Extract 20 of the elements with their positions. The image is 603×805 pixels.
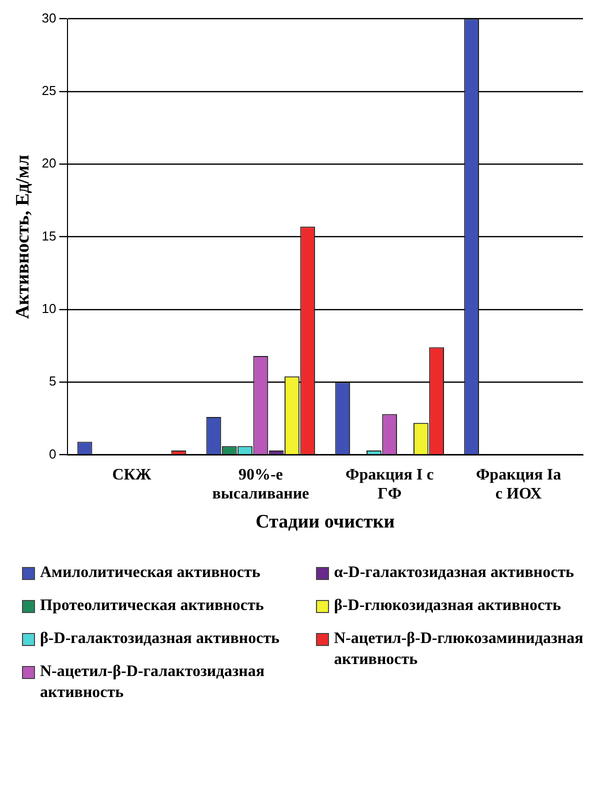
y-axis-title: Активность, Ед/мл [12,154,34,319]
x-tick-label: Фракция Ia с ИОХ [476,466,562,503]
y-tick-label: 20 [42,156,56,171]
x-tick-label: СКЖ [112,466,152,484]
legend-label: β-D-глюкозидазная активность [334,596,561,616]
y-tick-label: 25 [42,83,56,98]
legend-label: β-D-галактозидазная активность [40,629,280,649]
x-axis-title: Стадии очистки [256,512,395,533]
legend-label: Протеолитическая активность [40,596,264,616]
y-tick-label: 10 [42,301,56,316]
legend-label: N-ацетил-β-D-галактозидазная активность [40,662,266,703]
legend-label: Амилолитическая активность [40,563,260,583]
y-tick-label: 15 [42,228,56,244]
legend-label: N-ацетил-β-D-глюкозаминидазная активность [334,629,584,670]
x-tick-label: 90%-е высаливание [212,466,310,503]
y-tick-label: 30 [42,10,56,26]
legend-label: α-D-галактозидазная активность [334,563,574,583]
y-tick-label: 5 [49,374,56,389]
x-tick-label: Фракция I с ГФ [345,466,434,503]
y-tick-label: 0 [49,446,56,462]
